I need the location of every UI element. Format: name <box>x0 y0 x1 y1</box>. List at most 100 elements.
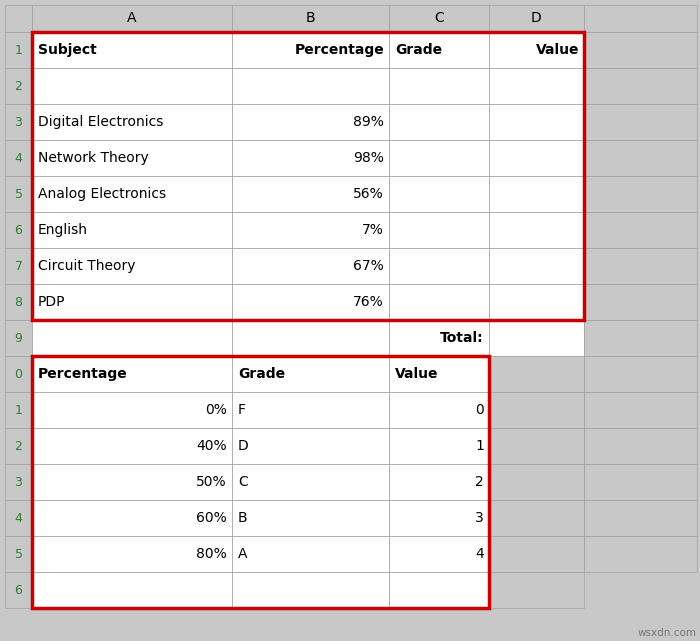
Bar <box>5 392 32 428</box>
Bar <box>389 140 489 176</box>
Text: 3: 3 <box>475 511 484 525</box>
Bar <box>489 140 584 176</box>
Bar <box>32 32 232 68</box>
Bar <box>32 212 232 248</box>
Bar <box>5 320 32 356</box>
Bar <box>32 428 232 464</box>
Text: 3: 3 <box>15 476 22 488</box>
Text: B: B <box>306 12 315 26</box>
Bar <box>32 320 232 356</box>
Text: 2: 2 <box>15 440 22 453</box>
Text: 56%: 56% <box>354 187 384 201</box>
Text: 9: 9 <box>15 331 22 344</box>
Bar <box>232 140 389 176</box>
Bar <box>32 464 232 500</box>
Text: A: A <box>238 547 248 561</box>
Bar <box>489 356 584 392</box>
Bar <box>489 320 584 356</box>
Bar <box>232 212 389 248</box>
Bar <box>584 32 697 68</box>
Text: D: D <box>531 12 542 26</box>
Text: Circuit Theory: Circuit Theory <box>38 259 136 273</box>
Bar <box>584 104 697 140</box>
Bar <box>5 284 32 320</box>
Bar <box>5 536 32 572</box>
Text: Digital Electronics: Digital Electronics <box>38 115 163 129</box>
Text: 67%: 67% <box>354 259 384 273</box>
Bar <box>489 464 584 500</box>
Text: Analog Electronics: Analog Electronics <box>38 187 166 201</box>
Text: PDP: PDP <box>38 295 66 309</box>
Text: A: A <box>127 12 136 26</box>
Text: Percentage: Percentage <box>38 367 127 381</box>
Bar <box>389 68 489 104</box>
Text: 2: 2 <box>15 79 22 92</box>
Text: 80%: 80% <box>196 547 227 561</box>
Text: F: F <box>238 403 246 417</box>
Bar <box>32 392 232 428</box>
Bar <box>489 32 584 68</box>
Text: Total:: Total: <box>440 331 484 345</box>
Bar <box>5 32 32 68</box>
Bar <box>389 536 489 572</box>
Bar <box>32 284 232 320</box>
Text: 5: 5 <box>15 547 22 560</box>
Text: 0%: 0% <box>205 403 227 417</box>
Bar <box>232 320 389 356</box>
Text: wsxdn.com: wsxdn.com <box>638 628 697 638</box>
Bar <box>5 500 32 536</box>
Text: D: D <box>238 439 248 453</box>
Bar <box>389 428 489 464</box>
Bar <box>5 68 32 104</box>
Text: 76%: 76% <box>354 295 384 309</box>
Bar <box>32 356 489 608</box>
Bar <box>389 500 489 536</box>
Text: 1: 1 <box>475 439 484 453</box>
Bar <box>489 536 584 572</box>
Bar <box>489 248 584 284</box>
Bar <box>489 428 584 464</box>
Bar <box>232 5 389 32</box>
Bar <box>5 5 32 32</box>
Text: 3: 3 <box>15 115 22 128</box>
Bar <box>32 248 232 284</box>
Text: Grade: Grade <box>395 43 442 57</box>
Text: C: C <box>434 12 444 26</box>
Text: Network Theory: Network Theory <box>38 151 148 165</box>
Text: 0: 0 <box>475 403 484 417</box>
Bar <box>32 536 232 572</box>
Bar <box>232 536 389 572</box>
Bar <box>232 68 389 104</box>
Bar <box>389 248 489 284</box>
Bar <box>489 572 584 608</box>
Text: 2: 2 <box>475 475 484 489</box>
Text: C: C <box>238 475 248 489</box>
Bar <box>232 500 389 536</box>
Text: Grade: Grade <box>238 367 285 381</box>
Text: 4: 4 <box>15 151 22 165</box>
Bar <box>584 68 697 104</box>
Text: 7: 7 <box>15 260 22 272</box>
Text: 98%: 98% <box>353 151 384 165</box>
Bar <box>584 140 697 176</box>
Bar <box>389 104 489 140</box>
Bar <box>232 392 389 428</box>
Text: 8: 8 <box>15 296 22 308</box>
Bar <box>584 428 697 464</box>
Bar <box>489 212 584 248</box>
Text: 89%: 89% <box>353 115 384 129</box>
Text: English: English <box>38 223 88 237</box>
Bar <box>489 500 584 536</box>
Bar <box>32 5 232 32</box>
Bar <box>489 284 584 320</box>
Text: Percentage: Percentage <box>294 43 384 57</box>
Bar <box>232 104 389 140</box>
Text: 6: 6 <box>15 583 22 597</box>
Bar <box>489 68 584 104</box>
Bar <box>232 572 389 608</box>
Bar <box>32 68 232 104</box>
Text: 7%: 7% <box>362 223 384 237</box>
Bar <box>584 284 697 320</box>
Bar <box>5 248 32 284</box>
Bar <box>584 356 697 392</box>
